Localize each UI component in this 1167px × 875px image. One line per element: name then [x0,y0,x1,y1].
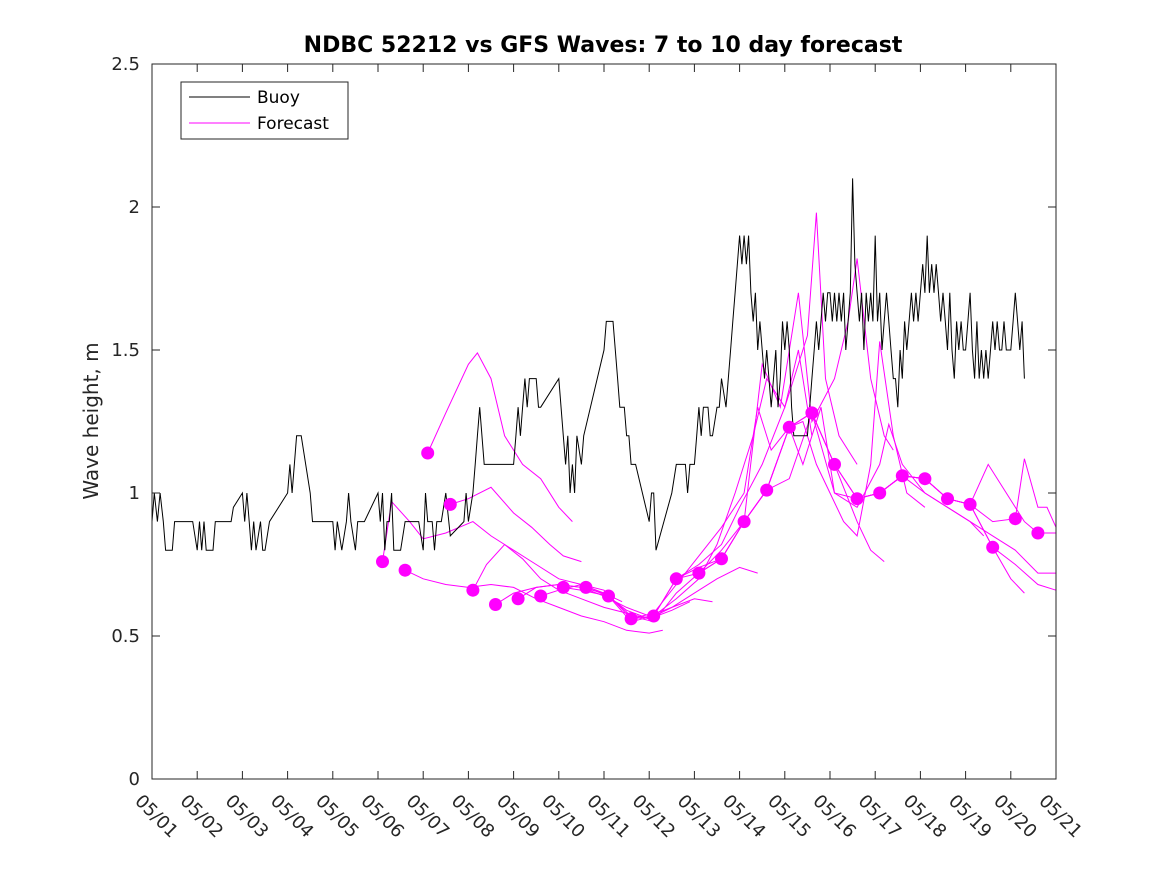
x-tick-label: 05/04 [266,791,318,843]
x-tick-label: 05/21 [1034,791,1086,843]
forecast-marker-18 [760,483,774,497]
forecast-marker-12 [624,612,638,626]
forecast-marker-16 [715,552,728,566]
forecast-line-7 [517,566,758,620]
forecast-marker-19 [782,420,796,434]
forecast-marker-13 [647,609,661,623]
forecast-marker-24 [895,469,909,483]
forecast-marker-10 [579,580,593,594]
forecast-marker-14 [669,572,683,586]
forecast-line-1 [427,351,573,522]
x-tick-label: 05/11 [582,791,634,843]
x-tick-label: 05/19 [944,791,996,843]
legend-forecast-label: Forecast [257,114,329,134]
x-tick-label: 05/01 [130,791,182,843]
y-tick-label: 2.5 [111,54,140,75]
y-tick-label: 1 [129,483,140,504]
forecast-marker-4 [443,497,457,511]
forecast-marker-9 [556,580,570,594]
forecast-marker-26 [941,492,954,506]
x-tick-label: 05/06 [356,791,408,843]
plot-background [152,64,1056,779]
x-tick-label: 05/10 [537,791,589,843]
plot-area [152,64,1056,779]
x-tick-label: 05/07 [402,791,454,843]
forecast-markers [376,406,1045,626]
x-tick-label: 05/16 [808,791,860,843]
forecast-line-14 [698,412,885,574]
forecast-marker-22 [850,492,864,506]
forecast-marker-28 [986,540,1000,554]
x-tick-label: 05/15 [763,791,815,843]
x-tick-label: 05/02 [176,791,228,843]
x-tick-label: 05/12 [628,791,680,843]
legend-buoy-label: Buoy [257,88,300,108]
y-tick-label: 1.5 [111,340,140,361]
forecast-line-11 [630,341,926,620]
y-tick-label: 0 [129,769,140,790]
forecast-marker-1 [376,555,389,569]
legend: Buoy Forecast [180,81,349,140]
y-axis-label: Wave height, m [79,342,103,499]
x-tick-label: 05/20 [989,791,1041,843]
forecast-marker-5 [466,583,480,597]
x-tick-label: 05/05 [311,791,363,843]
x-tick-label: 05/03 [221,791,273,843]
x-tick-label: 05/08 [447,791,499,843]
forecast-marker-30 [1031,526,1045,540]
forecast-marker-2 [398,563,412,577]
x-tick-label: 05/18 [899,791,951,843]
forecast-marker-21 [828,457,841,471]
forecast-marker-11 [602,589,615,603]
chart-title: NDBC 52212 vs GFS Waves: 7 to 10 day for… [304,33,903,58]
forecast-marker-20 [805,406,819,420]
forecast-marker-27 [963,497,977,511]
x-tick-label: 05/14 [718,791,770,843]
x-tick-label: 05/13 [673,791,725,843]
y-tick-label: 2 [129,197,140,218]
legend-box [180,81,349,140]
buoy-line [151,178,1025,551]
x-tick-label: 05/09 [492,791,544,843]
forecast-marker-3 [421,446,435,460]
forecast-marker-15 [692,566,706,580]
buoy-series-line [151,178,1025,551]
forecast-marker-29 [1008,512,1022,526]
forecast-marker-7 [511,592,525,606]
forecast-line-9 [563,212,858,623]
x-tick-label: 05/17 [854,791,906,843]
forecast-marker-23 [873,486,887,500]
forecast-marker-25 [918,472,932,486]
forecast-marker-8 [534,589,548,603]
y-tick-label: 0.5 [111,626,140,647]
forecast-marker-17 [737,515,751,529]
forecast-marker-6 [489,598,502,611]
forecast-line-15 [743,411,1056,574]
